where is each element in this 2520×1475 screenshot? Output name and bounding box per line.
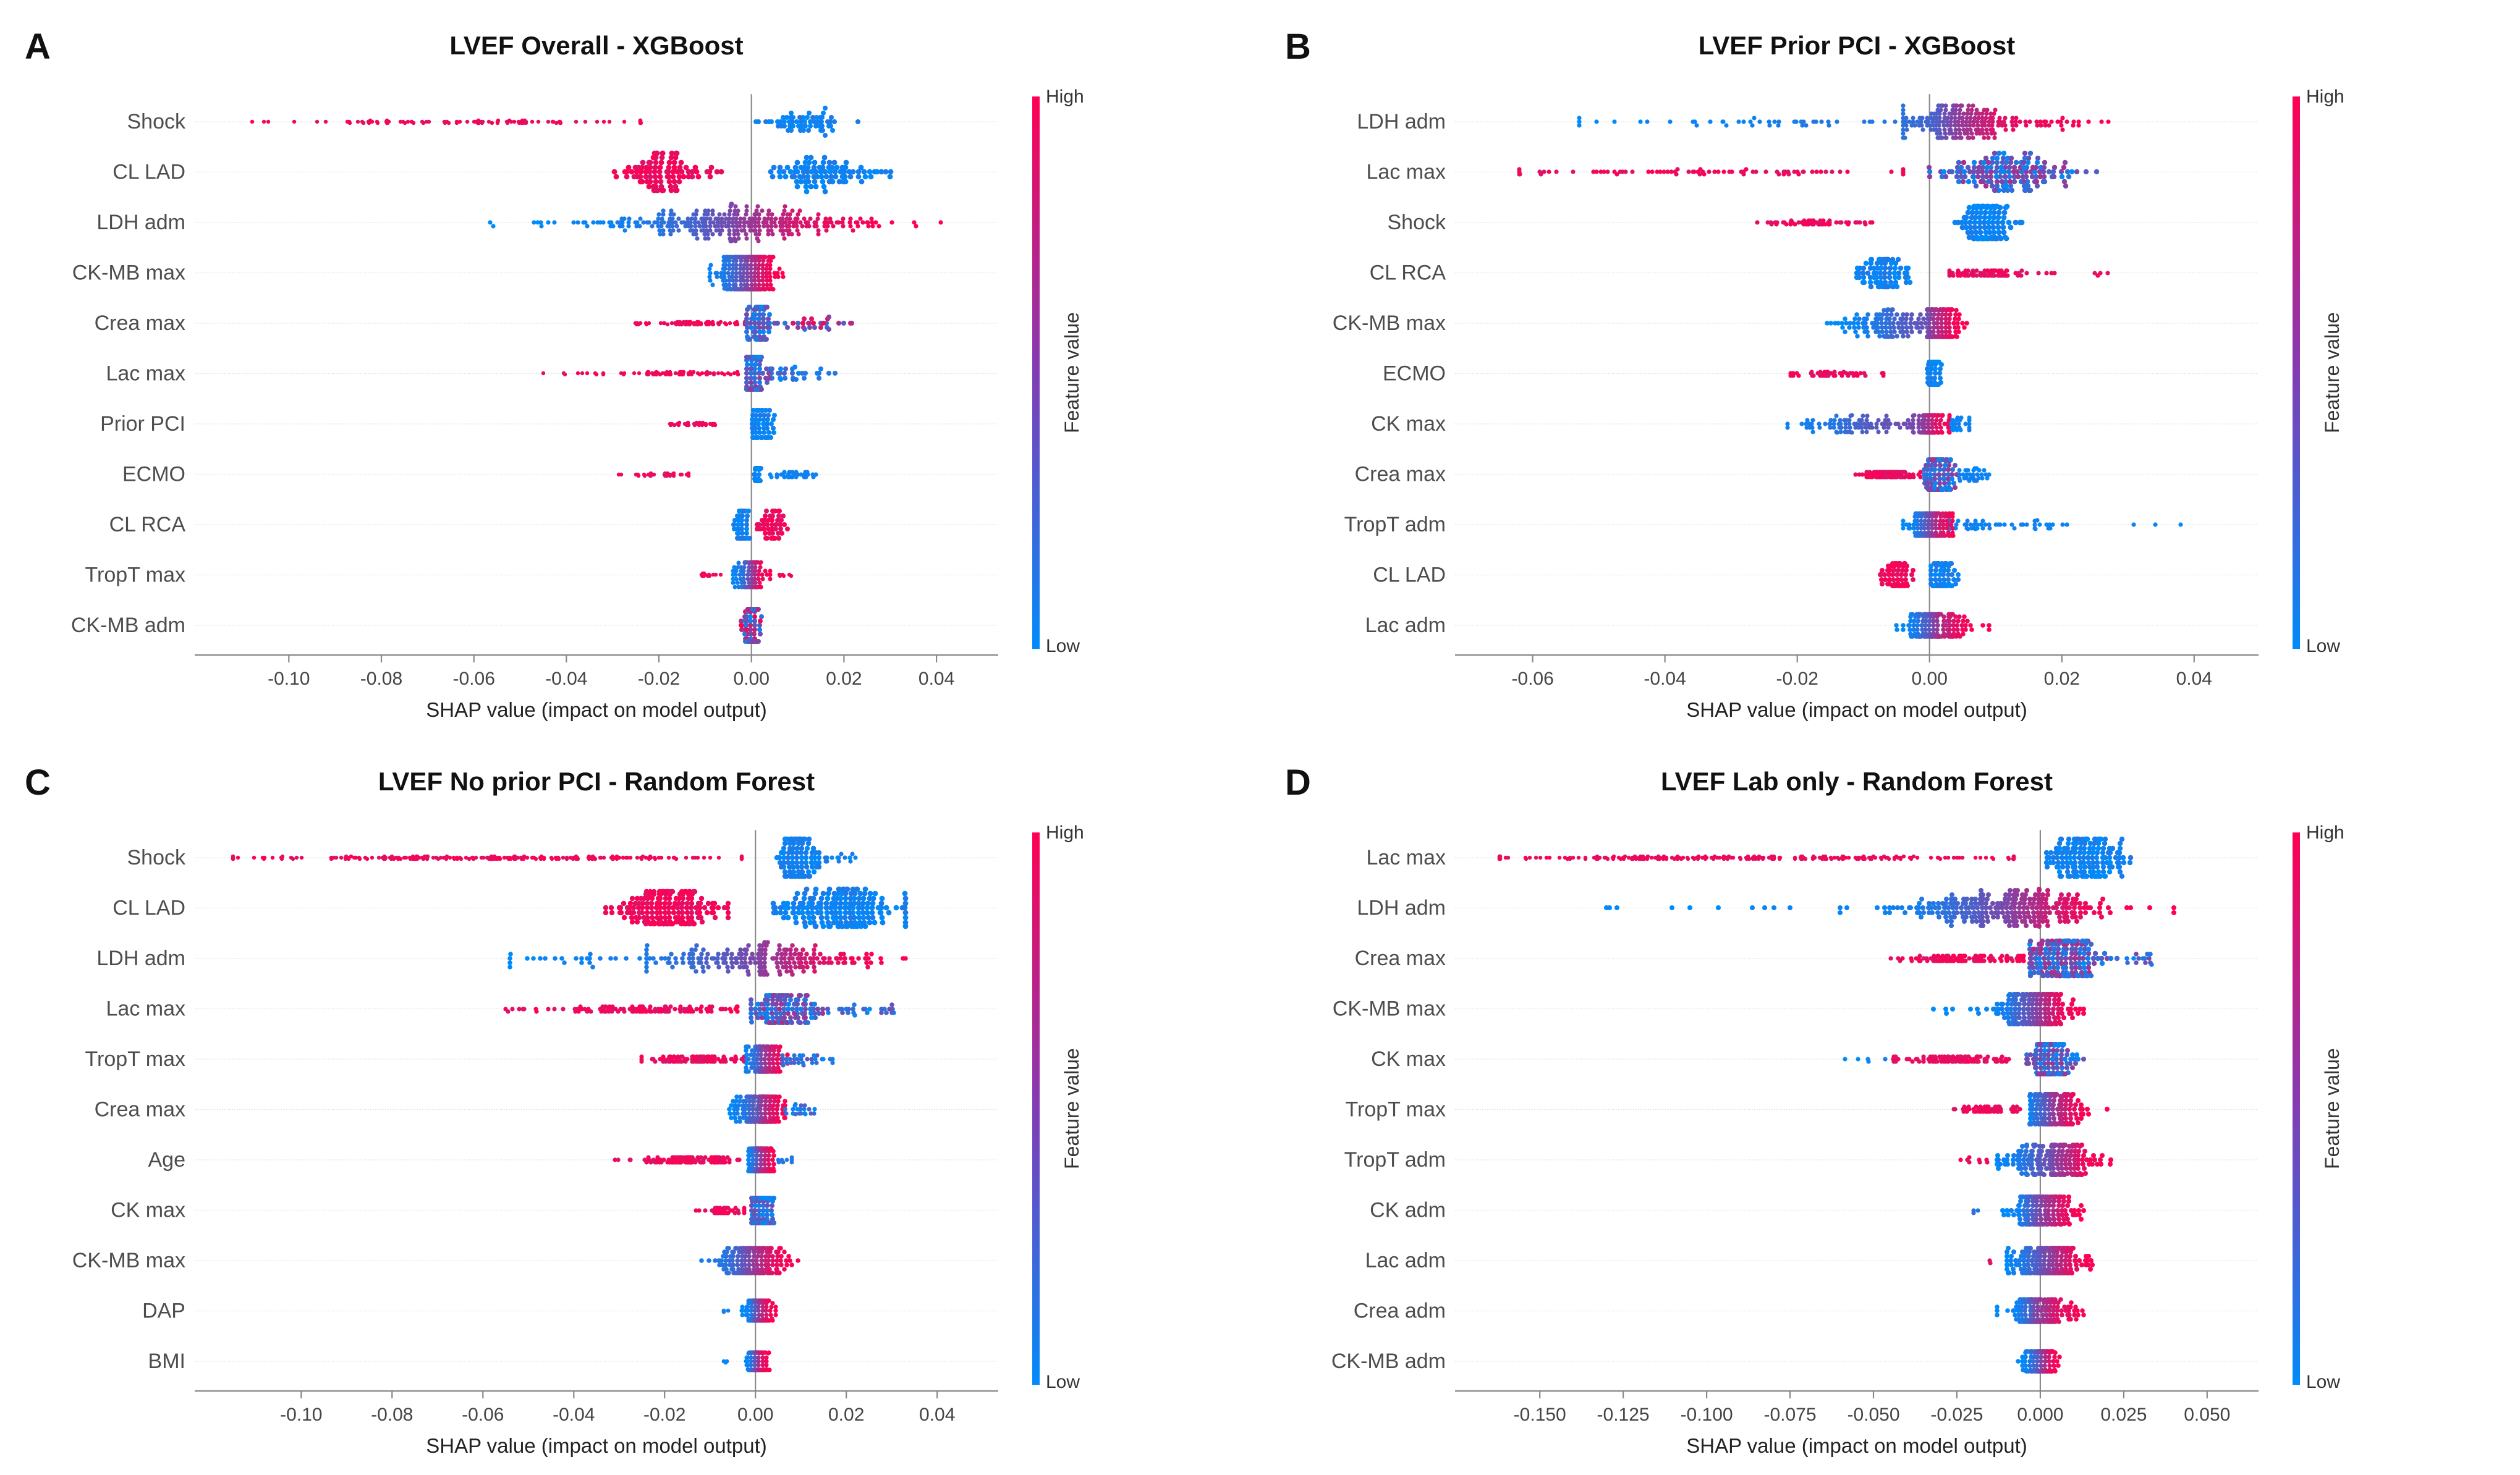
- svg-text:-0.06: -0.06: [453, 669, 495, 689]
- svg-text:-0.10: -0.10: [268, 669, 310, 689]
- svg-text:-0.06: -0.06: [1511, 669, 1553, 689]
- svg-text:High: High: [2306, 87, 2344, 107]
- svg-text:A: A: [25, 27, 51, 67]
- svg-text:0.04: 0.04: [918, 669, 954, 689]
- svg-text:CL RCA: CL RCA: [1370, 261, 1446, 285]
- svg-text:TropT adm: TropT adm: [1344, 513, 1446, 536]
- svg-text:CK-MB max: CK-MB max: [1333, 311, 1446, 335]
- svg-text:Shock: Shock: [127, 110, 186, 133]
- svg-text:Shock: Shock: [1388, 211, 1446, 234]
- svg-text:SHAP value (impact on model ou: SHAP value (impact on model output): [426, 698, 767, 721]
- svg-text:SHAP value (impact on model ou: SHAP value (impact on model output): [1686, 698, 2027, 721]
- svg-text:B: B: [1285, 27, 1311, 67]
- svg-text:Feature value: Feature value: [1061, 312, 1083, 433]
- svg-text:Low: Low: [2306, 636, 2340, 656]
- svg-text:ECMO: ECMO: [122, 463, 185, 486]
- svg-text:LDH adm: LDH adm: [96, 211, 185, 234]
- svg-text:LVEF Prior PCI - XGBoost: LVEF Prior PCI - XGBoost: [1699, 31, 2016, 60]
- svg-text:-0.02: -0.02: [638, 669, 680, 689]
- svg-text:Lac adm: Lac adm: [1365, 614, 1446, 637]
- svg-text:ECMO: ECMO: [1383, 362, 1446, 386]
- svg-text:CK-MB adm: CK-MB adm: [71, 614, 185, 637]
- svg-text:Low: Low: [1046, 636, 1080, 656]
- svg-text:TropT max: TropT max: [85, 564, 185, 587]
- svg-text:LDH adm: LDH adm: [1357, 110, 1446, 133]
- svg-text:LVEF Overall - XGBoost: LVEF Overall - XGBoost: [449, 31, 743, 60]
- svg-text:0.04: 0.04: [2176, 669, 2212, 689]
- svg-text:Feature value: Feature value: [2321, 312, 2343, 433]
- svg-text:CL LAD: CL LAD: [112, 161, 185, 184]
- svg-text:0.02: 0.02: [2044, 669, 2080, 689]
- svg-text:Prior PCI: Prior PCI: [100, 412, 185, 436]
- svg-text:0.00: 0.00: [734, 669, 770, 689]
- svg-text:Crea max: Crea max: [95, 311, 185, 335]
- svg-text:0.02: 0.02: [826, 669, 862, 689]
- svg-text:Lac max: Lac max: [106, 362, 186, 386]
- svg-text:CK max: CK max: [1371, 412, 1446, 436]
- svg-text:CL LAD: CL LAD: [1373, 564, 1446, 587]
- svg-text:-0.04: -0.04: [1644, 669, 1686, 689]
- svg-text:0.00: 0.00: [1912, 669, 1948, 689]
- svg-text:-0.08: -0.08: [360, 669, 402, 689]
- svg-text:High: High: [1046, 87, 1084, 107]
- svg-text:CL RCA: CL RCA: [109, 513, 186, 536]
- svg-text:-0.04: -0.04: [545, 669, 587, 689]
- svg-text:Lac max: Lac max: [1367, 161, 1446, 184]
- svg-text:Crea max: Crea max: [1355, 463, 1446, 486]
- svg-text:CK-MB max: CK-MB max: [72, 261, 185, 285]
- svg-text:-0.02: -0.02: [1776, 669, 1818, 689]
